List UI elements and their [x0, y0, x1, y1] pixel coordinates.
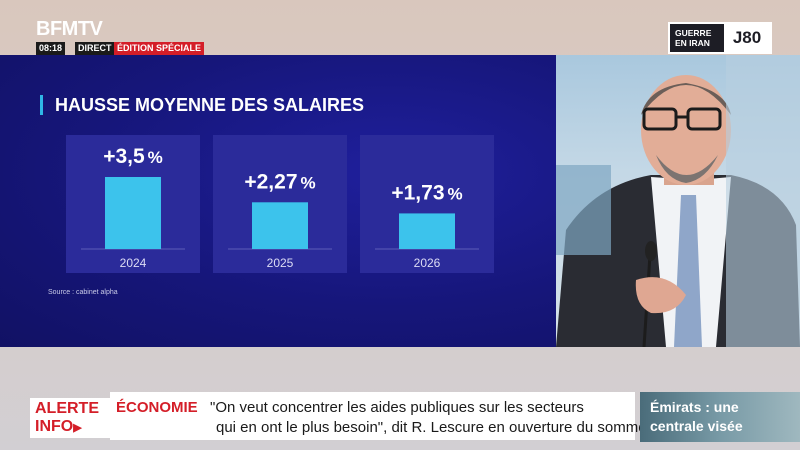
video-feed: [556, 55, 800, 347]
studio-screen: [556, 165, 611, 255]
channel-logo: BFMTV: [36, 18, 103, 40]
data-label-2026: +1,73%: [391, 181, 462, 204]
headline-line1: "On veut concentrer les aides publiques …: [210, 399, 584, 416]
topic-label-line1: GUERRE: [675, 28, 712, 38]
alert-box: [30, 398, 110, 438]
bar-2026: [399, 213, 455, 249]
data-label-2024: +3,5%: [103, 145, 163, 168]
studio-background: [726, 55, 800, 347]
side-story-line2: centrale visée: [650, 418, 743, 434]
tick-label-2024: 2024: [120, 256, 147, 270]
bar-2024: [105, 177, 161, 249]
program-badge: ÉDITION SPÉCIALE: [114, 42, 205, 55]
data-label-unit: %: [148, 148, 163, 167]
headline-box: [110, 392, 635, 440]
chart-source: Source : cabinet alpha: [48, 289, 118, 296]
data-label-unit: %: [301, 173, 316, 192]
tick-label-2026: 2026: [414, 256, 441, 270]
alert-label-line1: ALERTE: [35, 400, 99, 417]
bar-chart: +3,5 % 2024 +2,27 % 2025 +1,73 % 2026: [66, 135, 494, 273]
side-story-label: Émirats : une centrale visée: [650, 398, 743, 436]
arrow-icon: ▶: [73, 422, 82, 434]
live-badge: DIRECT: [75, 42, 115, 55]
chart-panel: HAUSSE MOYENNE DES SALAIRES +3,5% 2024 +2,…: [0, 55, 556, 347]
data-label-unit: %: [448, 184, 463, 203]
topic-day-counter: J80: [724, 24, 770, 52]
side-story-box: [640, 392, 800, 442]
bar-card-2026: [360, 135, 494, 273]
top-bar: BFMTV 08:18 DIRECT ÉDITION SPÉCIALE GUER…: [0, 0, 800, 55]
topic-label-line2: EN IRAN: [675, 38, 710, 48]
alert-label-line2-text: INFO: [35, 418, 74, 435]
topic-badge: GUERRE EN IRAN J80: [668, 22, 772, 54]
chart-title: HAUSSE MOYENNE DES SALAIRES: [40, 95, 364, 115]
headline-section: ÉCONOMIE: [116, 399, 198, 416]
side-story-line1: Émirats : une: [650, 399, 739, 415]
bar-2025: [252, 202, 308, 249]
data-label-2025: +2,27%: [244, 170, 315, 193]
headline-line2: qui en ont le plus besoin", dit R. Lescu…: [216, 419, 700, 436]
alert-label: ALERTE INFO▶: [35, 400, 99, 437]
alert-label-line2: INFO▶: [35, 418, 99, 437]
clock-time: 08:18: [36, 42, 66, 55]
tick-label-2025: 2025: [267, 256, 294, 270]
topic-label: GUERRE EN IRAN: [670, 28, 724, 48]
